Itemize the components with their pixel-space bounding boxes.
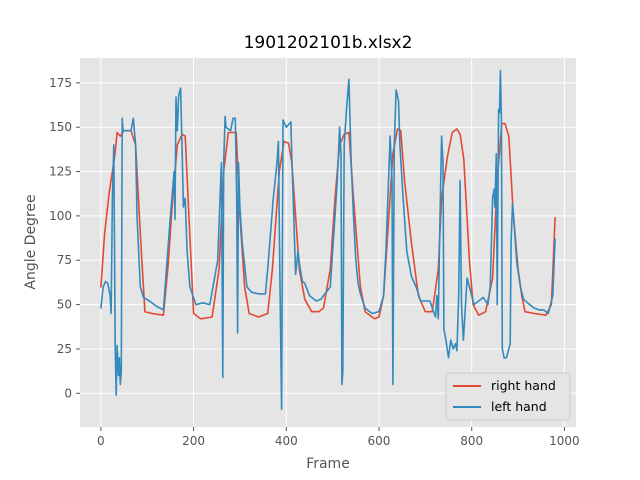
chart-title: 1901202101b.xlsx2 [244, 33, 413, 53]
x-tick-label: 1000 [549, 434, 580, 448]
y-tick-label: 125 [49, 165, 72, 179]
x-axis: 0 200 400 600 800 1000 [97, 427, 580, 448]
x-tick-label: 200 [182, 434, 205, 448]
x-tick-label: 400 [275, 434, 298, 448]
y-tick-label: 0 [64, 386, 72, 400]
legend: right hand left hand [445, 372, 571, 421]
y-tick-label: 175 [49, 76, 72, 90]
y-tick-label: 25 [57, 342, 72, 356]
y-axis: 0 25 50 75 100 125 150 175 [49, 76, 80, 400]
legend-label-right-hand: right hand [491, 378, 556, 393]
x-tick-label: 800 [460, 434, 483, 448]
plot-background [80, 58, 576, 427]
y-tick-label: 100 [49, 209, 72, 223]
x-tick-label: 0 [97, 434, 105, 448]
series-line-left-hand [100, 69, 556, 411]
y-tick-label: 150 [49, 120, 72, 134]
legend-label-left-hand: left hand [491, 399, 547, 414]
y-axis-label: Angle Degree [23, 194, 39, 289]
series-layer [100, 69, 556, 411]
legend-box [445, 372, 571, 421]
y-tick-label: 50 [57, 298, 72, 312]
x-tick-label: 600 [368, 434, 391, 448]
x-axis-label: Frame [306, 456, 350, 472]
y-tick-label: 75 [57, 253, 72, 267]
series-line-right-hand [100, 122, 556, 320]
